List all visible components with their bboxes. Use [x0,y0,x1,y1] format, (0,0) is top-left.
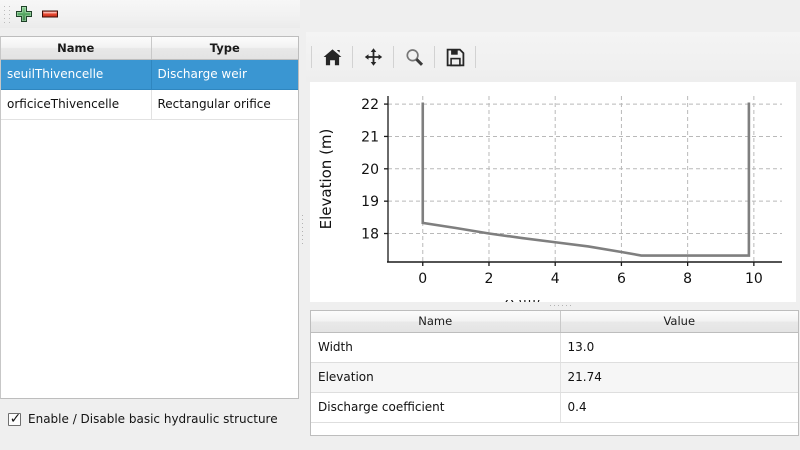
splitter-grip-dots [550,305,571,306]
pan-button[interactable] [358,42,388,72]
enable-structure-row[interactable]: Enable / Disable basic hydraulic structu… [0,406,300,432]
cell-structure-type[interactable]: Rectangular orifice [151,89,298,120]
chart-series-line [421,102,751,257]
toolbar-separator [434,46,435,68]
column-header-type[interactable]: Type [151,37,298,60]
chart-ylabel: Elevation (m) [317,129,335,230]
move-icon [364,47,382,66]
toolbar-separator [352,46,353,68]
table-header-row: Name Type [1,37,298,60]
structures-grid: Name Type seuilThivencelle Discharge wei… [1,37,298,120]
axis-tick-label-y: 20 [361,162,379,178]
column-header-name[interactable]: Name [1,37,152,60]
matplotlib-navigation-toolbar [306,32,800,82]
column-header-value[interactable]: Value [560,311,798,333]
axis-tick-label-x: 2 [485,271,494,287]
column-header-name[interactable]: Name [311,311,561,333]
cell-structure-name[interactable]: orficiceThivencelle [1,89,152,120]
home-button[interactable] [317,42,347,72]
table-header-row: Name Value [311,311,798,333]
splitter-grip-dots [302,215,303,244]
axis-tick-label-x: 6 [617,271,626,287]
toolbar-drag-handle[interactable] [2,4,11,24]
table-row[interactable]: Width 13.0 [311,332,798,363]
axis-tick-label-x: 10 [745,271,763,287]
plus-icon [16,6,32,22]
add-structure-button[interactable] [11,2,37,26]
cell-structure-name[interactable]: seuilThivencelle [1,59,152,90]
floppy-disk-icon [446,48,464,66]
zoom-button[interactable] [399,42,429,72]
cross-section-chart[interactable]: 18 19 20 21 22 0 2 4 6 8 10 Elevation (m) [310,82,796,302]
cell-property-name: Discharge coefficient [311,392,561,423]
axis-tick-label-x: 8 [683,271,692,287]
table-row[interactable]: Elevation 21.74 [311,362,798,393]
axis-tick-label-y: 19 [361,194,379,210]
structures-table[interactable]: Name Type seuilThivencelle Discharge wei… [0,36,299,399]
table-row[interactable]: orficiceThivencelle Rectangular orifice [1,89,298,120]
cell-property-value[interactable]: 13.0 [560,332,798,363]
cell-property-value[interactable]: 21.74 [560,362,798,393]
cell-property-name: Width [311,332,561,363]
properties-grid: Name Value Width 13.0 Elevation 21.74 Di… [311,311,798,423]
axis-tick-label-x: 4 [551,271,560,287]
toolbar-separator [393,46,394,68]
home-icon [323,48,341,65]
axis-tick-label-y: 21 [361,129,379,145]
table-row[interactable]: Discharge coefficient 0.4 [311,392,798,423]
cell-property-value[interactable]: 0.4 [560,392,798,423]
chart-canvas: 18 19 20 21 22 0 2 4 6 8 10 Elevation (m) [317,96,782,287]
horizontal-splitter[interactable] [310,302,796,310]
magnifier-icon [405,48,423,66]
structures-toolbar [0,0,300,28]
properties-table[interactable]: Name Value Width 13.0 Elevation 21.74 Di… [310,310,799,436]
vertical-splitter[interactable] [299,30,306,446]
save-figure-button[interactable] [440,42,470,72]
axis-tick-label-y: 18 [361,227,379,243]
enable-structure-checkbox[interactable] [8,410,22,428]
toolbar-separator [311,46,312,68]
table-row[interactable]: seuilThivencelle Discharge weir [1,59,298,90]
remove-structure-button[interactable] [37,2,63,26]
enable-structure-label: Enable / Disable basic hydraulic structu… [28,412,278,426]
cell-property-name: Elevation [311,362,561,393]
cell-structure-type[interactable]: Discharge weir [151,59,298,90]
axis-tick-label-y: 22 [361,97,379,113]
toolbar-separator [475,46,476,68]
minus-icon [42,10,58,18]
axis-tick-label-x: 0 [418,271,427,287]
